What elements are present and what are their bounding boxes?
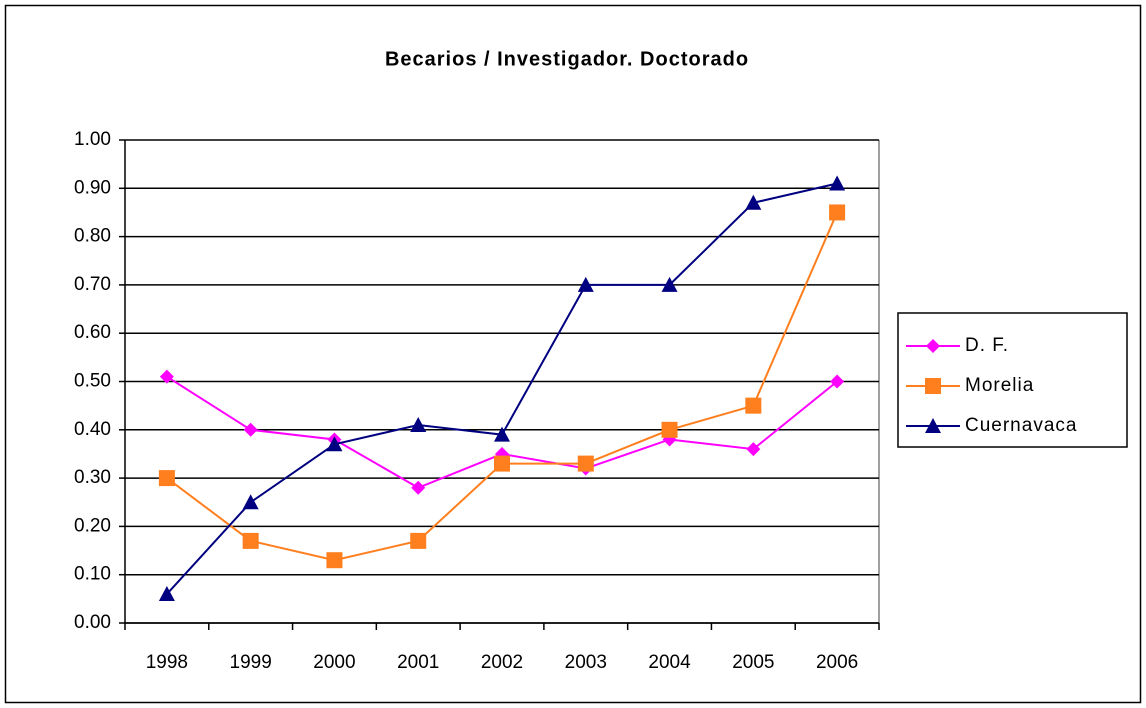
y-tick-label: 0.10 <box>74 564 111 585</box>
y-tick-label: 0.40 <box>74 419 111 440</box>
marker <box>243 422 258 437</box>
x-tick-label: 1998 <box>146 652 188 673</box>
marker <box>830 374 845 389</box>
chart-title: Becarios / Investigador. Doctorado <box>385 48 749 70</box>
x-tick-label: 2005 <box>732 652 774 673</box>
marker <box>158 586 175 602</box>
marker <box>577 455 594 472</box>
marker <box>326 552 343 569</box>
marker <box>159 369 174 384</box>
y-tick-label: 0.30 <box>74 467 111 488</box>
x-tick-label: 2002 <box>481 652 523 673</box>
marker <box>829 175 846 191</box>
marker <box>577 276 594 292</box>
y-tick-label: 0.50 <box>74 371 111 392</box>
marker <box>746 442 761 457</box>
y-tick-label: 0.60 <box>74 322 111 343</box>
marker <box>494 426 510 442</box>
marker <box>410 416 427 432</box>
legend-label: D. F. <box>965 335 1009 356</box>
y-tick-label: 0.80 <box>74 226 111 247</box>
marker <box>410 532 427 549</box>
marker <box>326 436 343 452</box>
marker <box>926 339 940 353</box>
y-tick-label: 0.20 <box>74 515 111 536</box>
marker <box>411 480 426 495</box>
marker <box>494 455 510 472</box>
x-tick-label: 2000 <box>313 652 355 673</box>
x-tick-label: 2004 <box>648 652 691 673</box>
legend-label: Morelia <box>965 375 1034 396</box>
marker <box>242 494 259 510</box>
x-tick-label: 2001 <box>397 652 439 673</box>
x-tick-label: 2003 <box>565 652 607 673</box>
x-tick-label: 1999 <box>230 652 272 673</box>
marker <box>661 421 678 438</box>
marker <box>925 418 941 433</box>
marker <box>158 470 175 487</box>
marker <box>661 276 678 292</box>
x-tick-label: 2006 <box>816 652 858 673</box>
marker <box>745 397 762 414</box>
y-tick-label: 0.00 <box>74 612 111 633</box>
marker <box>242 532 259 549</box>
legend-label: Cuernavaca <box>965 415 1077 436</box>
y-tick-label: 0.70 <box>74 274 111 295</box>
marker <box>829 204 846 221</box>
marker <box>745 194 762 210</box>
y-tick-label: 1.00 <box>74 129 111 150</box>
y-tick-label: 0.90 <box>74 177 111 198</box>
marker <box>925 378 941 394</box>
